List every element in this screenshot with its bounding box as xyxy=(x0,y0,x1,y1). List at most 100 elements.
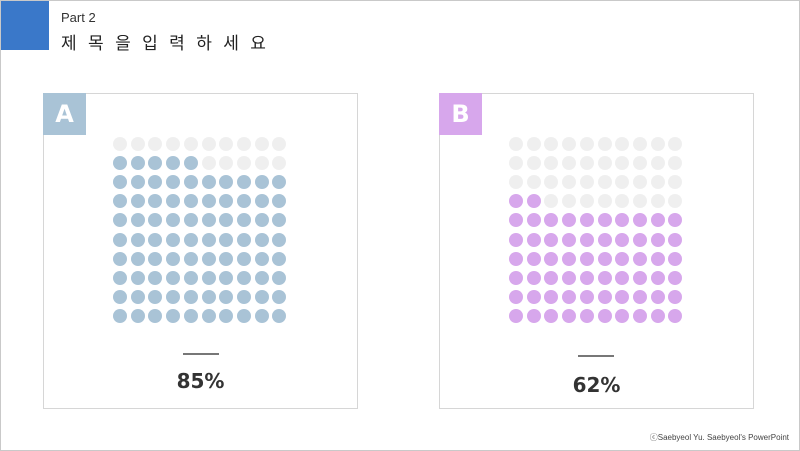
waffle-dot xyxy=(650,289,665,304)
waffle-dot xyxy=(509,175,523,190)
waffle-dot xyxy=(597,137,612,151)
waffle-dot xyxy=(236,156,251,171)
waffle-dot xyxy=(597,175,612,190)
waffle-dot xyxy=(509,289,523,304)
waffle-dot xyxy=(544,270,559,285)
waffle-dot xyxy=(579,270,594,285)
waffle-dot xyxy=(632,232,647,247)
waffle-dot xyxy=(668,194,683,209)
waffle-dot xyxy=(544,213,559,228)
waffle-dot xyxy=(668,270,683,285)
waffle-dot xyxy=(201,232,216,247)
waffle-dot xyxy=(201,137,216,151)
waffle-dot xyxy=(254,194,269,209)
waffle-dot xyxy=(236,137,251,151)
waffle-dot xyxy=(615,308,630,323)
waffle-dot xyxy=(668,213,683,228)
waffle-dot xyxy=(668,251,683,266)
waffle-dot xyxy=(219,308,234,323)
waffle-dot xyxy=(130,270,145,285)
waffle-dot xyxy=(668,232,683,247)
waffle-dot xyxy=(579,175,594,190)
waffle-dot xyxy=(219,156,234,171)
waffle-dot xyxy=(166,251,181,266)
dot-grid xyxy=(113,137,291,327)
waffle-dot xyxy=(113,270,127,285)
waffle-dot xyxy=(113,194,127,209)
waffle-dot xyxy=(148,175,163,190)
waffle-dot xyxy=(615,251,630,266)
waffle-dot xyxy=(166,213,181,228)
waffle-dot xyxy=(650,137,665,151)
waffle-dot xyxy=(254,156,269,171)
waffle-dot xyxy=(183,156,198,171)
waffle-dot xyxy=(236,308,251,323)
waffle-dot xyxy=(166,175,181,190)
waffle-dot xyxy=(650,270,665,285)
divider-line xyxy=(183,353,219,355)
waffle-dot xyxy=(148,156,163,171)
waffle-dot xyxy=(597,213,612,228)
waffle-dot xyxy=(183,175,198,190)
waffle-dot xyxy=(183,213,198,228)
waffle-dot xyxy=(236,232,251,247)
waffle-dot xyxy=(130,251,145,266)
waffle-dot xyxy=(113,156,127,171)
waffle-dot xyxy=(113,289,127,304)
waffle-dot xyxy=(544,232,559,247)
footer-credit: ⓒSaebyeol Yu. Saebyeol's PowerPoint xyxy=(649,433,789,442)
waffle-dot xyxy=(113,232,127,247)
waffle-dot xyxy=(148,289,163,304)
waffle-dot xyxy=(272,175,287,190)
waffle-dot xyxy=(272,270,287,285)
waffle-dot xyxy=(544,289,559,304)
waffle-dot xyxy=(509,137,523,151)
waffle-dot xyxy=(254,251,269,266)
waffle-dot xyxy=(130,213,145,228)
waffle-dot xyxy=(183,251,198,266)
waffle-dot xyxy=(113,251,127,266)
waffle-dot xyxy=(544,308,559,323)
waffle-dot xyxy=(632,156,647,171)
waffle-dot xyxy=(562,156,577,171)
waffle-dot xyxy=(254,232,269,247)
waffle-dot xyxy=(668,175,683,190)
waffle-dot xyxy=(650,308,665,323)
waffle-dot xyxy=(113,308,127,323)
waffle-dot xyxy=(668,137,683,151)
dot-grid xyxy=(509,137,687,327)
waffle-dot xyxy=(579,251,594,266)
waffle-dot xyxy=(544,137,559,151)
waffle-dot xyxy=(130,137,145,151)
waffle-dot xyxy=(632,270,647,285)
waffle-dot xyxy=(130,156,145,171)
infographic-card-a: A 85% xyxy=(43,93,358,409)
waffle-dot xyxy=(526,156,541,171)
waffle-dot xyxy=(650,232,665,247)
waffle-dot xyxy=(632,308,647,323)
waffle-dot xyxy=(254,308,269,323)
waffle-dot xyxy=(201,251,216,266)
waffle-dot xyxy=(615,289,630,304)
waffle-dot xyxy=(201,156,216,171)
waffle-dot xyxy=(632,213,647,228)
waffle-dot xyxy=(597,308,612,323)
waffle-dot xyxy=(148,308,163,323)
waffle-dot xyxy=(579,156,594,171)
waffle-dot xyxy=(632,175,647,190)
waffle-dot xyxy=(272,289,287,304)
waffle-dot xyxy=(632,137,647,151)
waffle-dot xyxy=(650,213,665,228)
waffle-dot xyxy=(615,137,630,151)
waffle-dot xyxy=(615,194,630,209)
waffle-dot xyxy=(526,270,541,285)
waffle-dot xyxy=(668,289,683,304)
waffle-dot xyxy=(254,289,269,304)
waffle-dot xyxy=(272,213,287,228)
card-badge: B xyxy=(439,93,482,135)
waffle-dot xyxy=(148,213,163,228)
waffle-dot xyxy=(615,213,630,228)
waffle-dot xyxy=(166,308,181,323)
waffle-dot xyxy=(130,289,145,304)
waffle-dot xyxy=(544,156,559,171)
